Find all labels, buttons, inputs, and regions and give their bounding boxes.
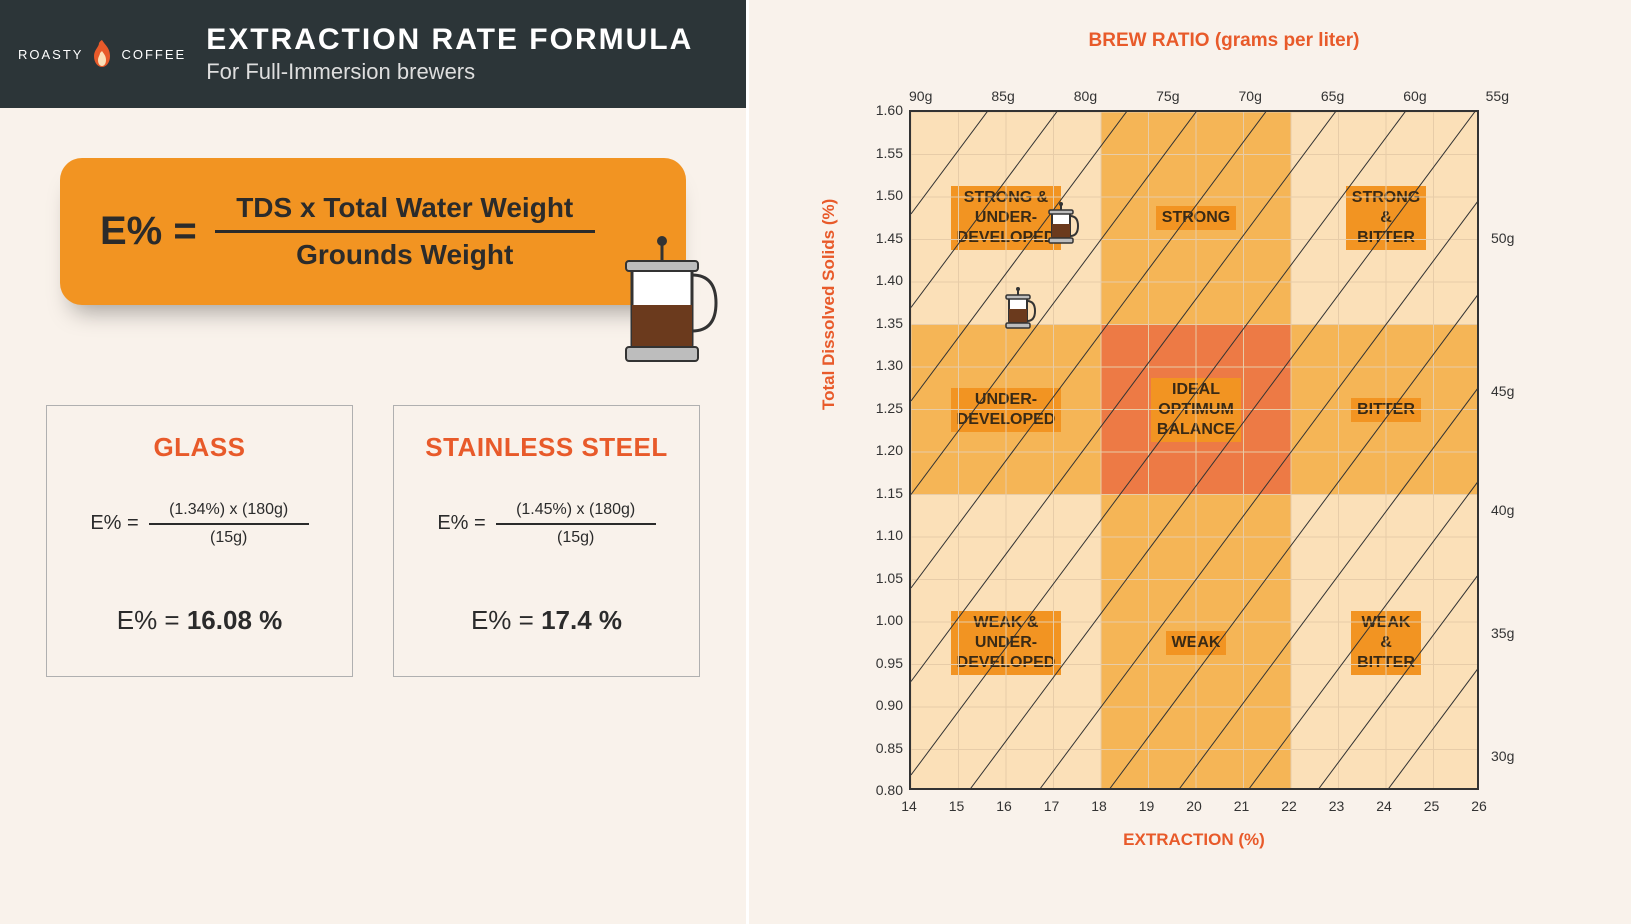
card-lhs: E% = [437,512,485,535]
brew-ratio-right-label: 30g [1491,748,1514,764]
formula-lhs: E% = [100,209,197,254]
brew-ratio-right-labels: 50g 45g 40g 35g 30g [1487,110,1537,790]
y-tick: 1.20 [876,442,903,458]
x-tick: 20 [1186,798,1202,814]
brew-ratio-top-labels: 90g 85g 80g 75g 70g 65g 60g 55g [909,88,1509,104]
y-tick: 0.95 [876,655,903,671]
y-tick: 1.25 [876,400,903,416]
card-result: E% = 16.08 % [57,605,342,636]
card-lhs: E% = [90,512,138,535]
result-prefix: E% = [471,605,541,635]
brew-ratio-label: 70g [1239,88,1262,104]
brew-ratio-right-label: 45g [1491,383,1514,399]
y-tick: 1.50 [876,187,903,203]
x-tick: 21 [1234,798,1250,814]
y-tick: 1.40 [876,272,903,288]
card-title: GLASS [57,432,342,463]
left-panel: ROASTY COFFEE EXTRACTION RATE FORMULA Fo… [0,0,746,924]
formula-numerator: TDS x Total Water Weight [236,186,573,230]
card-result: E% = 17.4 % [404,605,689,636]
brew-ratio-label: 90g [909,88,932,104]
result-prefix: E% = [117,605,187,635]
page-title: EXTRACTION RATE FORMULA [206,23,693,57]
brand-left: ROASTY [18,47,83,62]
y-tick: 1.00 [876,612,903,628]
brew-ratio-label: 55g [1486,88,1509,104]
x-axis-title: EXTRACTION (%) [909,830,1479,850]
example-cards: GLASS E% = (1.34%) x (180g) (15g) E% = 1… [46,405,700,677]
flame-icon [91,39,113,69]
french-press-icon [616,235,726,365]
formula-denominator: Grounds Weight [296,233,513,277]
result-value: 17.4 % [541,605,622,635]
header-bar: ROASTY COFFEE EXTRACTION RATE FORMULA Fo… [0,0,746,108]
press-marker-1 [1046,202,1080,246]
x-tick: 18 [1091,798,1107,814]
x-tick: 23 [1329,798,1345,814]
y-tick: 0.90 [876,697,903,713]
formula-fraction: TDS x Total Water Weight Grounds Weight [215,186,595,277]
y-tick: 1.15 [876,485,903,501]
chart-title-top: BREW RATIO (grams per liter) [839,30,1609,52]
card-den: (15g) [210,525,247,551]
y-tick: 1.30 [876,357,903,373]
y-tick: 0.80 [876,782,903,798]
card-num: (1.45%) x (180g) [516,497,635,523]
x-tick: 15 [949,798,965,814]
brewing-control-chart: BREW RATIO (grams per liter) 90g 85g 80g 75… [839,30,1609,890]
card-fraction: E% = (1.34%) x (180g) (15g) [57,497,342,551]
brew-ratio-label: 65g [1321,88,1344,104]
card-title: STAINLESS STEEL [404,432,689,463]
card-glass: GLASS E% = (1.34%) x (180g) (15g) E% = 1… [46,405,353,677]
page-subtitle: For Full-Immersion brewers [206,59,693,85]
brew-ratio-label: 85g [991,88,1014,104]
x-tick: 14 [901,798,917,814]
brew-ratio-label: 60g [1403,88,1426,104]
y-tick: 1.55 [876,145,903,161]
brew-ratio-label: 75g [1156,88,1179,104]
y-tick: 1.05 [876,570,903,586]
y-tick: 1.35 [876,315,903,331]
y-axis: 0.800.850.900.951.001.051.101.151.201.25… [865,110,909,790]
right-panel: BREW RATIO (grams per liter) 90g 85g 80g 75… [746,0,1631,924]
brew-ratio-label: 80g [1074,88,1097,104]
x-tick: 26 [1471,798,1487,814]
card-num: (1.34%) x (180g) [169,497,288,523]
x-tick: 24 [1376,798,1392,814]
y-axis-title: Total Dissolved Solids (%) [819,199,839,410]
plot-area: STRONG &UNDER-DEVELOPEDSTRONGSTRONG&BITT… [909,110,1479,790]
x-tick: 25 [1424,798,1440,814]
y-tick: 1.10 [876,527,903,543]
formula-box: E% = TDS x Total Water Weight Grounds We… [60,158,686,305]
brand-right: COFFEE [121,47,186,62]
x-tick: 22 [1281,798,1297,814]
brand: ROASTY COFFEE [18,39,186,69]
card-den: (15g) [557,525,594,551]
y-tick: 1.45 [876,230,903,246]
x-tick: 16 [996,798,1012,814]
y-tick: 1.60 [876,102,903,118]
brew-ratio-right-label: 50g [1491,230,1514,246]
card-fraction: E% = (1.45%) x (180g) (15g) [404,497,689,551]
brew-ratio-right-label: 40g [1491,502,1514,518]
x-tick: 19 [1139,798,1155,814]
title-block: EXTRACTION RATE FORMULA For Full-Immersi… [206,23,693,85]
card-stainless: STAINLESS STEEL E% = (1.45%) x (180g) (1… [393,405,700,677]
result-value: 16.08 % [187,605,282,635]
press-marker-2 [1003,287,1037,331]
brew-ratio-right-label: 35g [1491,625,1514,641]
x-tick: 17 [1044,798,1060,814]
y-tick: 0.85 [876,740,903,756]
